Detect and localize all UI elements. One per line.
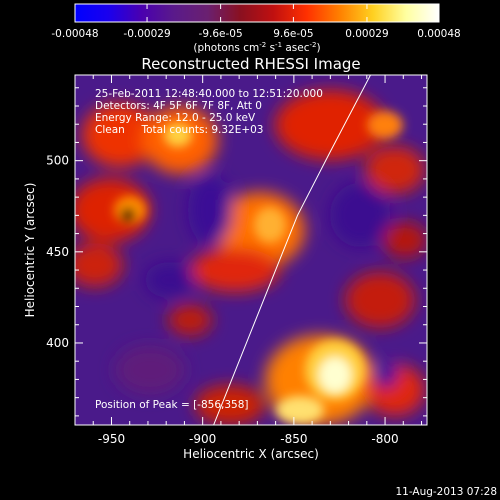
heatmap — [75, 75, 427, 425]
x-tick-label: -850 — [280, 432, 307, 446]
info-block: 25-Feb-2011 12:48:40.000 to 12:51:20.000… — [95, 88, 323, 136]
colorbar-tick-label: 9.6e-05 — [273, 28, 313, 40]
info-line: Clean Total counts: 9.32E+03 — [95, 124, 264, 136]
chart-title: Reconstructed RHESSI Image — [141, 55, 360, 73]
solar-limb-line — [213, 75, 371, 425]
x-tick-label: -900 — [189, 432, 216, 446]
colorbar-units: (photons cm-2 s-1 asec-2) — [193, 41, 320, 54]
y-tick-label: 500 — [46, 154, 69, 168]
y-tick-label: 450 — [46, 245, 69, 259]
colorbar-tick-label: 0.00048 — [417, 28, 460, 40]
y-tick-label: 400 — [46, 336, 69, 350]
footer-timestamp: 11-Aug-2013 07:28 — [395, 486, 497, 498]
x-axis-label: Heliocentric X (arcsec) — [183, 447, 319, 461]
colorbar — [75, 4, 439, 22]
y-axis-label: Heliocentric Y (arcsec) — [23, 183, 37, 318]
info-line: Energy Range: 12.0 - 25.0 keV — [95, 112, 256, 124]
colorbar-tick-label: -9.6e-05 — [199, 28, 243, 40]
colorbar-frame — [74, 3, 440, 23]
info-line: 25-Feb-2011 12:48:40.000 to 12:51:20.000 — [95, 88, 323, 100]
colorbar-tick-label: -0.00048 — [51, 28, 98, 40]
x-tick-label: -800 — [371, 432, 398, 446]
colorbar-tick-label: -0.00029 — [123, 28, 170, 40]
colorbar-ticks: -0.00048 -0.00029 -9.6e-05 9.6e-05 0.00029 0.… — [51, 4, 461, 40]
x-tick-label: -950 — [98, 432, 125, 446]
plot-frame — [74, 74, 428, 426]
info-line: Detectors: 4F 5F 6F 7F 8F, Att 0 — [95, 100, 262, 112]
peak-position-label: Position of Peak = [-856,358] — [95, 399, 249, 411]
colorbar-tick-label: 0.00029 — [345, 28, 388, 40]
axis-ticks: -950 -900 -850 -800 400 450 500 — [46, 75, 427, 446]
